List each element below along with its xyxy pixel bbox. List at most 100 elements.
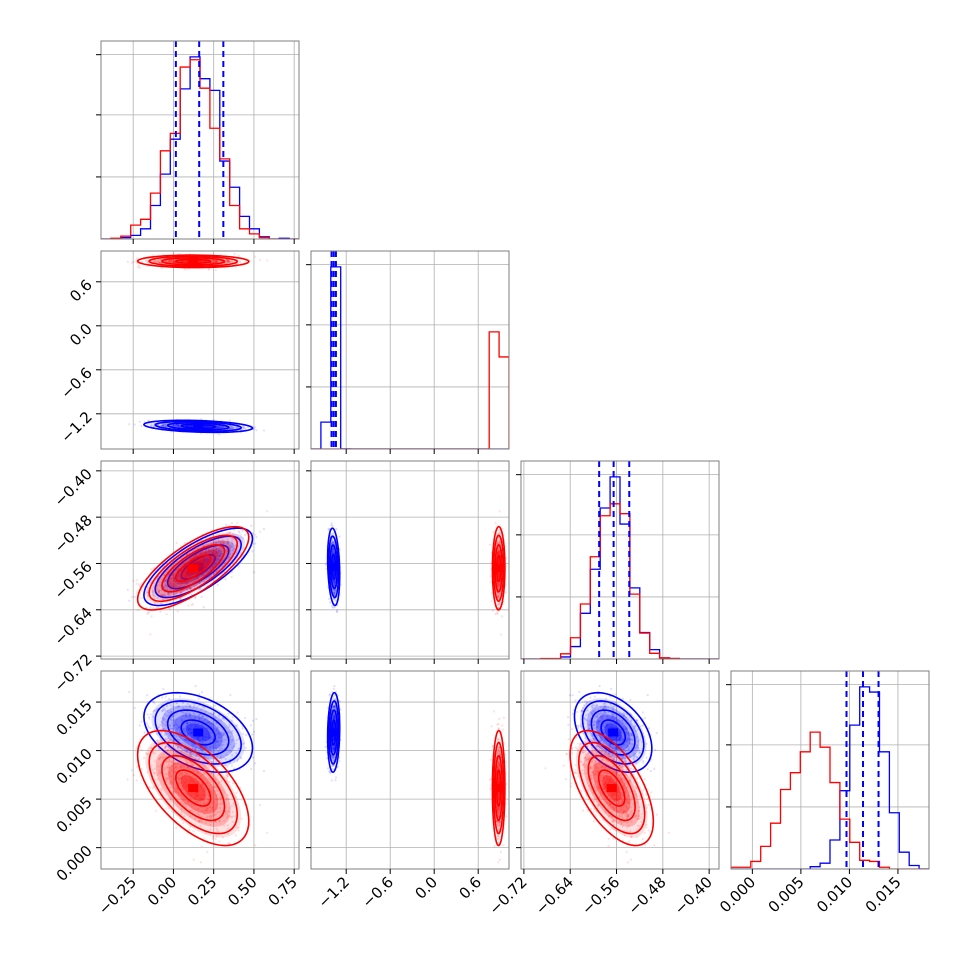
sample-point — [167, 583, 170, 586]
sample-point — [219, 425, 222, 428]
red-histogram — [731, 731, 929, 869]
sample-point — [147, 612, 150, 615]
sample-point — [197, 722, 200, 725]
sample-point — [336, 608, 339, 612]
sample-point — [197, 552, 200, 555]
sample-point — [218, 748, 221, 751]
sample-point — [182, 576, 185, 579]
sample-point — [231, 545, 234, 548]
sample-point — [174, 573, 177, 576]
sample-point — [198, 713, 201, 716]
sample-point — [172, 582, 175, 586]
sample-point — [216, 555, 219, 558]
sample-point — [195, 755, 198, 758]
sample-point — [219, 540, 222, 543]
sample-point — [179, 731, 182, 734]
sample-point — [128, 599, 131, 602]
sample-point — [205, 755, 208, 758]
sample-point — [332, 590, 335, 593]
sample-point — [168, 259, 172, 262]
sample-point — [220, 747, 223, 750]
sample-point — [497, 559, 500, 562]
sample-point — [226, 259, 230, 262]
sample-point — [166, 585, 169, 588]
sample-point — [207, 550, 210, 553]
sample-point — [147, 419, 150, 422]
sample-point — [201, 736, 204, 739]
sample-point — [212, 562, 215, 565]
sample-point — [186, 750, 189, 753]
sample-point — [220, 744, 223, 747]
sample-point — [204, 564, 207, 567]
sample-point — [231, 738, 234, 741]
sample-point — [215, 550, 218, 553]
sample-point — [150, 424, 153, 427]
sample-point — [497, 583, 500, 586]
sample-point — [221, 426, 224, 429]
sample-point — [215, 425, 218, 428]
sample-point — [190, 733, 193, 736]
sample-point — [220, 540, 224, 543]
sample-point — [176, 425, 180, 428]
sample-point — [217, 732, 220, 735]
sample-point — [185, 260, 188, 263]
sample-point — [231, 427, 234, 430]
sample-point — [200, 566, 203, 569]
sample-point — [196, 736, 199, 739]
sample-point — [160, 424, 164, 427]
sample-point — [153, 260, 156, 263]
sample-point — [202, 544, 205, 548]
sample-point — [212, 723, 215, 726]
sample-point — [170, 259, 173, 262]
sample-point — [219, 756, 222, 759]
sample-point — [193, 562, 196, 565]
sample-point — [172, 261, 175, 264]
sample-point — [196, 722, 199, 725]
sample-point — [155, 708, 158, 711]
sample-point — [236, 711, 239, 714]
sample-point — [214, 260, 217, 263]
sample-point — [189, 556, 192, 559]
sample-point — [207, 548, 211, 551]
sample-point — [189, 723, 192, 726]
sample-point — [206, 727, 209, 730]
sample-point — [228, 261, 231, 264]
sample-point — [228, 261, 231, 264]
sample-point — [497, 562, 500, 565]
sample-point — [138, 585, 141, 588]
sample-point — [170, 580, 173, 583]
panel-frame — [730, 670, 930, 870]
sample-point — [211, 551, 214, 554]
sample-point — [243, 426, 246, 429]
sample-point — [167, 574, 170, 577]
sample-point — [332, 606, 335, 609]
sample-point — [159, 602, 162, 605]
sample-point — [239, 756, 242, 759]
sample-point — [214, 547, 218, 551]
sample-point — [211, 261, 215, 264]
sample-point — [242, 732, 245, 735]
sample-point — [138, 420, 141, 423]
sample-point — [230, 764, 234, 767]
sample-point — [212, 563, 215, 566]
sample-point — [174, 568, 177, 571]
sample-point — [494, 613, 497, 616]
sample-point — [173, 580, 176, 583]
sample-point — [164, 709, 167, 712]
sample-point — [218, 714, 221, 717]
sample-point — [190, 587, 193, 590]
sample-point — [203, 579, 206, 583]
sample-point — [173, 592, 176, 595]
sample-point — [176, 423, 179, 427]
panel-frame — [310, 250, 510, 450]
sample-point — [212, 556, 215, 559]
sample-point — [193, 738, 196, 741]
sample-point — [225, 554, 228, 558]
sample-point — [196, 575, 199, 578]
sample-point — [224, 764, 227, 767]
sample-point — [199, 552, 203, 555]
sample-point — [184, 575, 187, 578]
sample-point — [332, 558, 335, 561]
sample-point — [250, 767, 253, 771]
sample-point — [223, 738, 226, 741]
